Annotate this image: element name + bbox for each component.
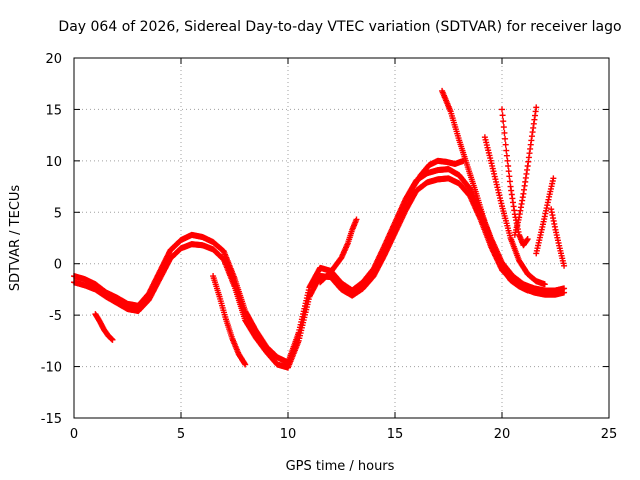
plot-frame [73,57,610,419]
data-layer [71,87,568,371]
grid-lines [74,58,609,418]
y-tick-label: 0 [54,258,62,273]
data-point [506,173,513,180]
y-tick-label: -5 [49,309,62,324]
y-tick-label: 10 [45,155,62,170]
data-point [524,236,531,243]
data-point [533,104,540,111]
data-point [501,129,508,136]
y-tick-label: 5 [54,206,62,221]
data-point [503,152,510,159]
x-tick-label: 5 [177,427,185,442]
data-point [541,281,548,288]
series-spike-21 [511,104,540,238]
series-tail-22 [548,206,568,269]
data-point [504,157,511,164]
x-tick-label: 10 [280,427,297,442]
x-tick-label: 15 [387,427,404,442]
data-point [500,118,507,125]
data-point [561,262,568,269]
series-mid-rise [317,216,360,286]
series-descend-17 [439,87,531,294]
series-spike-22 [533,175,557,257]
tick-labels: 0 5 10 15 20 25 -15 -10 -5 0 5 10 15 20 [41,52,618,442]
data-point [242,361,249,368]
data-point [561,285,568,292]
data-point [502,135,509,142]
axis-ticks [73,57,610,419]
y-axis-label: SDTVAR / TECUs [8,185,23,292]
data-point [499,112,506,119]
y-tick-label: -10 [41,361,62,376]
data-point [353,216,360,223]
series-low-arc [210,273,249,368]
data-point [524,287,531,294]
x-axis-label: GPS time / hours [286,459,395,474]
series-arc-19 [481,134,548,288]
x-tick-label: 0 [70,427,78,442]
data-point [506,178,513,185]
data-point [502,141,509,148]
series-early-dip [92,311,116,343]
data-point [109,336,116,343]
series-rise-16 [381,157,467,257]
data-point [500,124,507,131]
x-tick-label: 20 [494,427,511,442]
data-point [505,168,512,175]
data-point [550,175,557,182]
y-tick-label: 15 [45,103,62,118]
series-spike-20 [499,106,531,249]
data-point [505,163,512,169]
y-tick-label: 20 [45,52,62,67]
x-tick-label: 25 [601,427,618,442]
chart-title: Day 064 of 2026, Sidereal Day-to-day VTE… [58,19,621,35]
y-tick-label: -15 [41,412,62,427]
data-point [499,106,505,113]
data-point [503,147,510,154]
series-main-b [71,166,568,366]
